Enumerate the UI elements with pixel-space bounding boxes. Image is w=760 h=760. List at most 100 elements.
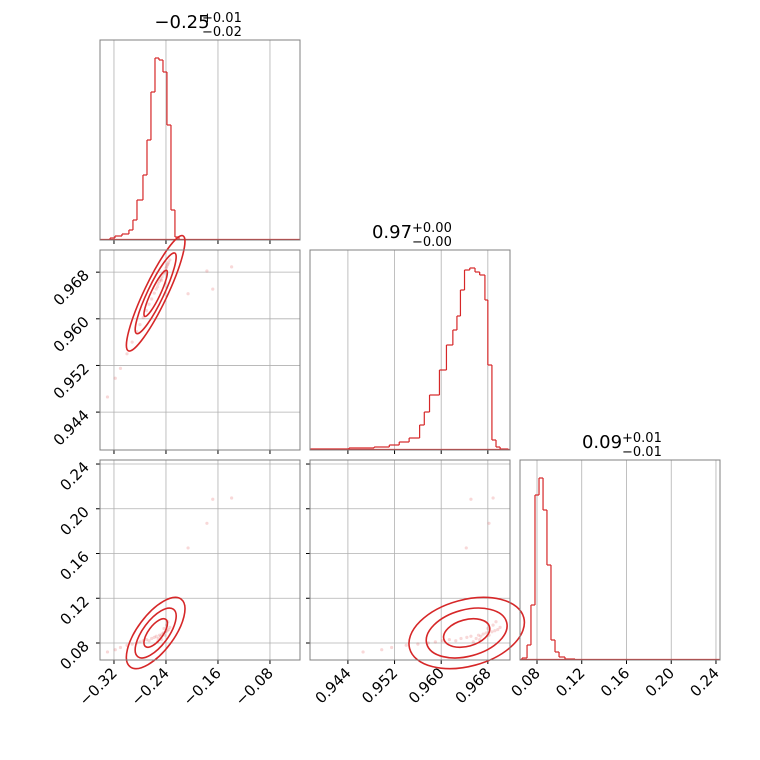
- sample-point: [165, 265, 169, 269]
- sample-point: [186, 546, 190, 550]
- sample-point: [156, 282, 160, 286]
- sample-point: [205, 269, 209, 273]
- x-tick-label: 0.960: [405, 664, 448, 707]
- sample-point: [144, 638, 149, 642]
- sample-point: [105, 650, 110, 654]
- panel: −0.25+0.01−0.02: [99, 11, 301, 244]
- sample-point: [390, 645, 394, 650]
- x-tick-label: 0.24: [686, 664, 722, 700]
- sample-point: [118, 645, 123, 650]
- sample-point: [159, 277, 163, 281]
- sample-point: [165, 263, 169, 267]
- sample-point: [471, 640, 475, 644]
- sample-point: [493, 629, 497, 633]
- sample-point: [211, 497, 215, 501]
- y-tick-label: 0.952: [50, 360, 93, 403]
- sample-point: [125, 352, 129, 356]
- sample-point: [440, 639, 444, 643]
- sample-point: [426, 641, 430, 645]
- title-upper: +0.01: [622, 431, 662, 446]
- contour: [125, 596, 186, 670]
- contour: [143, 269, 169, 318]
- sample-point: [496, 627, 500, 632]
- x-tick-label: 0.952: [358, 664, 401, 707]
- contour: [125, 234, 186, 352]
- panel: 0.08 0.12 0.16 0.20 0.24 0.09 +0.01−0.01: [507, 431, 722, 700]
- sample-point: [484, 631, 488, 635]
- sample-point: [211, 287, 215, 291]
- sample-point: [157, 279, 162, 284]
- sample-point: [138, 640, 142, 644]
- title-value: 0.09: [582, 432, 622, 453]
- sample-point: [147, 302, 151, 306]
- y-tick-label: 0.20: [56, 503, 92, 539]
- contour: [442, 617, 491, 649]
- contour: [425, 607, 508, 659]
- panel: −0.32 −0.24 −0.16 −0.08 0.08 0.12 0.16 0.20 0.24: [56, 458, 301, 709]
- sample-point: [105, 395, 110, 399]
- y-tick-label: 0.968: [50, 266, 93, 309]
- sample-point: [160, 275, 164, 279]
- sample-point: [498, 625, 502, 629]
- sample-point: [490, 630, 494, 634]
- sample-point: [486, 626, 490, 631]
- sample-point: [230, 265, 234, 269]
- sample-point: [154, 287, 158, 291]
- sample-point: [494, 620, 498, 624]
- sample-point: [113, 376, 117, 380]
- sample-point: [186, 292, 190, 296]
- x-tick-label: 0.16: [597, 664, 633, 700]
- sample-point: [150, 636, 154, 641]
- title-upper: +0.00: [412, 221, 452, 236]
- sample-point: [469, 634, 473, 638]
- x-tick-label: −0.32: [76, 664, 121, 709]
- sample-point: [481, 632, 485, 636]
- y-tick-label: 0.16: [56, 548, 92, 584]
- contour: [134, 252, 177, 335]
- x-tick-label: 0.944: [312, 664, 355, 707]
- sample-point: [454, 639, 458, 643]
- sample-point: [130, 642, 134, 646]
- sample-point: [152, 635, 156, 640]
- sample-point: [159, 278, 164, 282]
- x-tick-label: −0.08: [232, 664, 277, 709]
- sample-point: [230, 496, 234, 500]
- sample-point: [205, 521, 209, 525]
- sample-point: [465, 635, 469, 640]
- sample-point: [154, 634, 158, 638]
- y-tick-label: 0.944: [50, 406, 93, 449]
- title-lower: −0.01: [622, 445, 662, 460]
- sample-point: [141, 316, 145, 320]
- sample-point: [152, 291, 156, 295]
- sample-point: [147, 639, 151, 643]
- sample-point: [491, 496, 495, 500]
- sample-point: [380, 648, 384, 652]
- x-tick-label: 0.12: [552, 664, 588, 700]
- sample-point: [166, 260, 171, 264]
- sample-point: [416, 642, 420, 646]
- sample-point: [150, 297, 154, 301]
- sample-point: [166, 627, 171, 632]
- sample-point: [474, 636, 478, 641]
- sample-point: [459, 636, 463, 641]
- panel-frame: [99, 459, 301, 661]
- panel-frame: [99, 249, 301, 451]
- sample-point: [130, 340, 134, 344]
- sample-point: [478, 638, 482, 642]
- sample-point: [469, 497, 473, 501]
- sample-point: [157, 633, 162, 637]
- panel-frame: [99, 39, 301, 241]
- sample-point: [164, 266, 168, 270]
- sample-point: [404, 643, 408, 647]
- sample-point: [162, 626, 166, 631]
- sample-point: [118, 366, 123, 370]
- sample-point: [433, 640, 437, 644]
- panel-frame: [519, 459, 721, 661]
- sample-point: [361, 650, 365, 654]
- x-tick-label: 0.20: [642, 664, 678, 700]
- title-value: 0.97: [372, 222, 412, 243]
- sample-point: [138, 323, 142, 327]
- panel: 0.97 +0.00−0.00: [309, 221, 511, 454]
- panel-title: 0.97: [372, 222, 412, 243]
